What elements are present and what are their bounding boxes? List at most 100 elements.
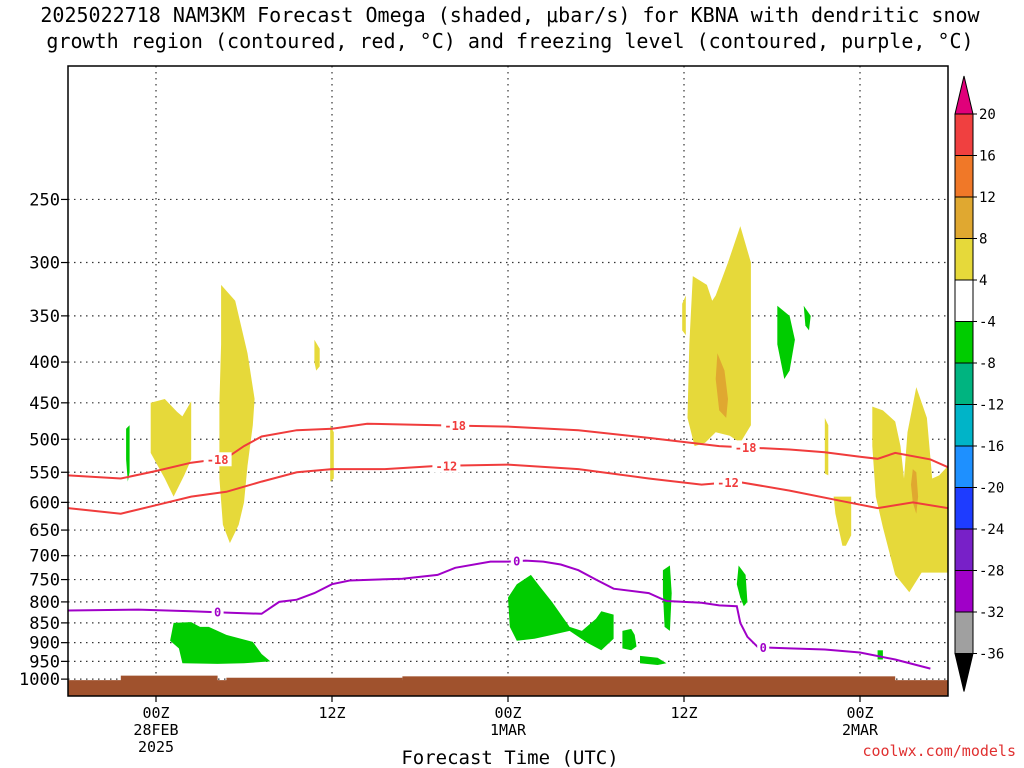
contour-label: -18 <box>735 441 757 455</box>
x-tick-label: 2025 <box>138 738 174 756</box>
contour-label-bg <box>731 440 760 455</box>
contour-label: 0 <box>513 555 520 569</box>
contour-label: -12 <box>436 459 458 473</box>
omega-shade-region <box>803 305 811 331</box>
y-tick-label: 850 <box>29 614 60 634</box>
colorbar-label: -32 <box>979 605 1004 621</box>
omega-shade-region <box>877 650 883 660</box>
colorbar-label: 16 <box>979 149 996 165</box>
y-tick-label: 950 <box>29 652 60 672</box>
colorbar-segment <box>954 113 974 156</box>
colorbar-label: -28 <box>979 564 1004 580</box>
x-tick-label: 1MAR <box>490 721 527 739</box>
omega-shade-region <box>687 226 751 447</box>
x-axis-label: Forecast Time (UTC) <box>401 747 618 768</box>
colorbar-segment <box>954 279 974 322</box>
y-tick-label: 250 <box>29 190 60 210</box>
colorbar-segment <box>954 445 974 488</box>
chart-title-line-1: 2025022718 NAM3KM Forecast Omega (shaded… <box>40 3 980 27</box>
x-tick-label: 00Z <box>846 704 873 722</box>
colorbar-bottom-triangle <box>954 653 974 692</box>
ground-bump <box>226 677 403 682</box>
y-tick-label: 450 <box>29 394 60 414</box>
contour-labels: -18 -18 -18 -12 -12 0 0 0 <box>203 418 770 655</box>
ground-terrain <box>68 675 948 696</box>
grid-lines <box>68 66 948 696</box>
y-tick-label: 550 <box>29 463 60 483</box>
omega-shade-region <box>715 353 728 418</box>
y-tick-label: 1000 <box>19 670 60 690</box>
colorbar-label: -16 <box>979 439 1004 455</box>
contour-label-bg <box>432 458 461 473</box>
omega-shade-region <box>833 496 852 546</box>
omega-shade-region <box>662 565 672 631</box>
omega-shade-region <box>872 387 948 593</box>
y-tick-label: 400 <box>29 353 60 373</box>
x-tick-label: 00Z <box>142 704 169 722</box>
contour-line--12 <box>68 463 948 515</box>
omega-shade-region <box>330 425 334 482</box>
colorbar-label: -24 <box>979 522 1004 538</box>
y-tick-label: 350 <box>29 307 60 327</box>
y-tick-label: 500 <box>29 430 60 450</box>
plot-area: -18 -18 -18 -12 -12 0 0 0 250 300 350 400 450 500 550… <box>19 65 949 756</box>
colorbar: 20 16 12 8 4 -4 -8 -12 -16 -20 -24 -28 -32 -36 <box>954 75 1004 692</box>
colorbar-segment <box>954 611 974 654</box>
ground-bump <box>120 675 218 682</box>
y-tick-label: 650 <box>29 521 60 541</box>
colorbar-label: -20 <box>979 481 1004 497</box>
contour-label: -18 <box>444 419 466 433</box>
contour-label-bg <box>757 640 770 655</box>
omega-shade-region <box>640 655 667 665</box>
colorbar-segment <box>954 487 974 530</box>
contour-label-bg <box>441 418 470 433</box>
y-tick-label: 700 <box>29 547 60 567</box>
colorbar-segment <box>954 570 974 613</box>
colorbar-segment <box>954 196 974 239</box>
contour-label: 0 <box>760 641 767 655</box>
omega-shade-region <box>777 305 795 379</box>
ground-bump <box>402 676 896 682</box>
contour-line-0 <box>68 559 931 670</box>
omega-shade-region <box>736 565 748 607</box>
y-tick-label: 600 <box>29 493 60 513</box>
colorbar-segment <box>954 528 974 571</box>
watermark: coolwx.com/models <box>862 742 1016 760</box>
contour-label-bg <box>510 554 523 569</box>
x-tick-label: 2MAR <box>842 721 879 739</box>
contour-label: -18 <box>207 453 229 467</box>
colorbar-segment <box>954 155 974 198</box>
colorbar-label: 20 <box>979 107 996 123</box>
colorbar-label: 8 <box>979 232 987 248</box>
colorbar-label: -4 <box>979 315 996 331</box>
omega-shade-region <box>126 425 130 482</box>
omega-shade-region <box>150 399 192 497</box>
x-tick-label: 00Z <box>494 704 521 722</box>
y-tick-label: 800 <box>29 593 60 613</box>
y-tick-label: 900 <box>29 634 60 654</box>
y-tick-label: 750 <box>29 571 60 591</box>
colorbar-segment <box>954 362 974 405</box>
omega-shade-region <box>622 628 637 651</box>
omega-shade-region <box>314 339 320 371</box>
colorbar-label: 4 <box>979 273 987 289</box>
contour-label: 0 <box>214 606 221 620</box>
omega-shade-region <box>682 295 686 336</box>
omega-shading <box>126 226 948 665</box>
omega-shade-region <box>170 622 271 664</box>
contour-label: -12 <box>717 476 739 490</box>
contour-label-bg <box>203 452 232 467</box>
contour-label-bg <box>714 475 742 490</box>
colorbar-label: -8 <box>979 356 996 372</box>
x-tick-label: 28FEB <box>133 721 178 739</box>
colorbar-segment <box>954 404 974 447</box>
colorbar-label: -12 <box>979 398 1004 414</box>
pressure-axis: 2503003504004505005506006507007508008509… <box>19 190 68 690</box>
omega-shade-region <box>824 417 829 476</box>
ground-strip <box>68 680 948 696</box>
omega-shade-region <box>508 574 614 651</box>
colorbar-top-triangle <box>954 75 974 115</box>
colorbar-label: -36 <box>979 647 1004 663</box>
